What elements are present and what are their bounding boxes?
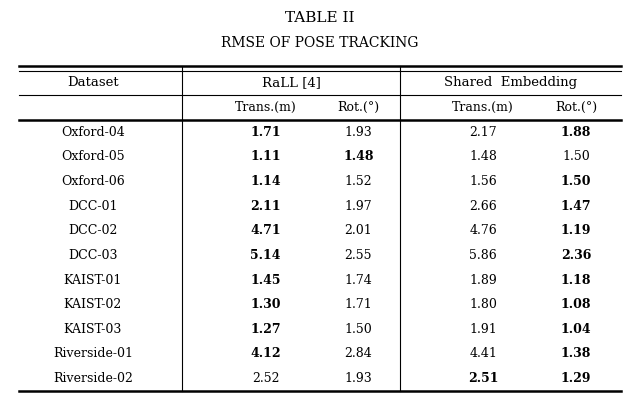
Text: Shared  Embedding: Shared Embedding [444,76,577,89]
Text: DCC-02: DCC-02 [68,224,118,237]
Text: 1.08: 1.08 [561,298,591,311]
Text: 1.18: 1.18 [561,274,591,287]
Text: 1.50: 1.50 [562,150,590,163]
Text: 2.66: 2.66 [469,199,497,212]
Text: 5.14: 5.14 [250,249,281,262]
Text: 1.93: 1.93 [344,126,372,139]
Text: Oxford-06: Oxford-06 [61,175,125,188]
Text: 1.50: 1.50 [344,323,372,336]
Text: KAIST-01: KAIST-01 [63,274,122,287]
Text: 1.71: 1.71 [250,126,281,139]
Text: 1.97: 1.97 [344,199,372,212]
Text: 1.19: 1.19 [561,224,591,237]
Text: 1.29: 1.29 [561,372,591,385]
Text: Riverside-02: Riverside-02 [53,372,132,385]
Text: 1.80: 1.80 [469,298,497,311]
Text: 2.55: 2.55 [345,249,372,262]
Text: 4.71: 4.71 [250,224,281,237]
Text: KAIST-02: KAIST-02 [63,298,122,311]
Text: 4.76: 4.76 [469,224,497,237]
Text: 2.36: 2.36 [561,249,591,262]
Text: RaLL [4]: RaLL [4] [262,76,321,89]
Text: 1.93: 1.93 [344,372,372,385]
Text: 1.71: 1.71 [344,298,372,311]
Text: 1.27: 1.27 [250,323,281,336]
Text: 1.38: 1.38 [561,347,591,360]
Text: 1.45: 1.45 [250,274,281,287]
Text: 2.52: 2.52 [252,372,279,385]
Text: 5.86: 5.86 [469,249,497,262]
Text: Oxford-04: Oxford-04 [61,126,125,139]
Text: Riverside-01: Riverside-01 [52,347,133,360]
Text: TABLE II: TABLE II [285,11,355,25]
Text: DCC-01: DCC-01 [68,199,118,212]
Text: Trans.(m): Trans.(m) [452,101,514,114]
Text: 1.30: 1.30 [250,298,281,311]
Text: 1.48: 1.48 [469,150,497,163]
Text: DCC-03: DCC-03 [68,249,118,262]
Text: 2.51: 2.51 [468,372,499,385]
Text: KAIST-03: KAIST-03 [63,323,122,336]
Text: 1.52: 1.52 [344,175,372,188]
Text: 2.01: 2.01 [344,224,372,237]
Text: Dataset: Dataset [67,76,118,89]
Text: 4.12: 4.12 [250,347,281,360]
Text: Oxford-05: Oxford-05 [61,150,125,163]
Text: 1.56: 1.56 [469,175,497,188]
Text: 1.14: 1.14 [250,175,281,188]
Text: 1.91: 1.91 [469,323,497,336]
Text: Trans.(m): Trans.(m) [235,101,296,114]
Text: 4.41: 4.41 [469,347,497,360]
Text: 1.89: 1.89 [469,274,497,287]
Text: Rot.(°): Rot.(°) [555,101,597,114]
Text: 1.74: 1.74 [344,274,372,287]
Text: 1.04: 1.04 [561,323,591,336]
Text: 2.17: 2.17 [469,126,497,139]
Text: 2.11: 2.11 [250,199,281,212]
Text: 1.88: 1.88 [561,126,591,139]
Text: 1.50: 1.50 [561,175,591,188]
Text: 2.84: 2.84 [344,347,372,360]
Text: RMSE OF POSE TRACKING: RMSE OF POSE TRACKING [221,36,419,50]
Text: 1.47: 1.47 [561,199,591,212]
Text: Rot.(°): Rot.(°) [337,101,380,114]
Text: 1.11: 1.11 [250,150,281,163]
Text: 1.48: 1.48 [343,150,374,163]
